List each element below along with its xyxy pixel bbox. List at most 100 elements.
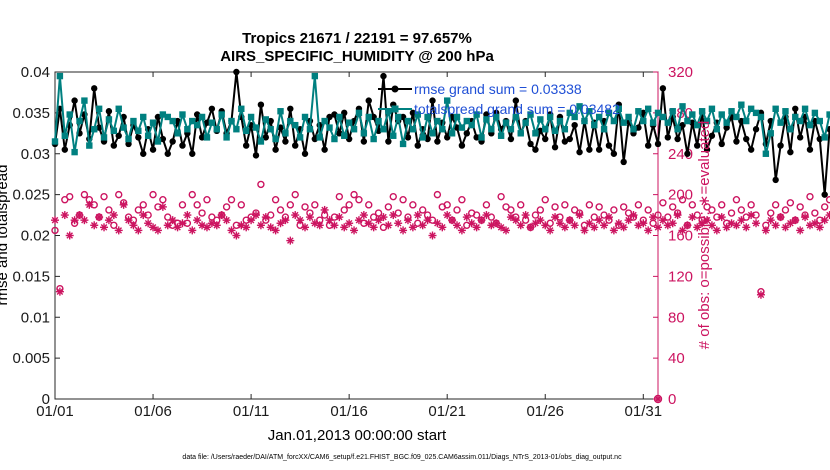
- obs-possible-point: [365, 201, 373, 209]
- asterisk-stroke: [679, 227, 686, 234]
- obs-evaluated-point: [325, 216, 334, 225]
- obs-possible-point: [110, 221, 118, 229]
- totalspread-point: [135, 127, 142, 135]
- obs-possible-point: [482, 201, 491, 209]
- asterisk-stroke: [193, 216, 201, 224]
- rmse-point: [282, 138, 289, 145]
- asterisk-stroke: [546, 227, 554, 234]
- obs-evaluated-point: [516, 221, 525, 230]
- asterisk-stroke: [149, 224, 157, 231]
- x-tick-label: 01/16: [330, 403, 368, 420]
- totalspread-point: [360, 130, 368, 137]
- asterisk-stroke: [321, 206, 328, 214]
- totalspread-point: [502, 119, 510, 126]
- obs-evaluated-point: [546, 226, 555, 235]
- totalspread-point: [257, 138, 265, 145]
- asterisk-stroke: [61, 211, 69, 219]
- rmse-point: [341, 109, 348, 117]
- obs-possible-point: [193, 201, 201, 209]
- asterisk-stroke: [169, 216, 176, 224]
- obs-evaluated-point: [462, 213, 471, 222]
- obs-possible-point: [355, 196, 363, 204]
- totalspread-point: [703, 117, 711, 125]
- asterisk-stroke: [208, 219, 216, 227]
- y-right-tick-label: 120: [668, 268, 693, 285]
- obs-evaluated-point: [281, 216, 290, 225]
- rmse-point: [708, 132, 716, 139]
- obs-evaluated-point: [252, 211, 260, 220]
- rmse-point: [679, 121, 686, 129]
- obs-possible-point: [409, 201, 417, 209]
- asterisk-stroke: [389, 211, 397, 219]
- obs-evaluated-point: [315, 221, 324, 230]
- totalspread-point: [630, 126, 637, 133]
- rmse-point: [821, 191, 828, 198]
- asterisk-stroke: [777, 213, 784, 221]
- obs-evaluated-point: [609, 226, 618, 235]
- rmse-point: [777, 142, 784, 149]
- asterisk-stroke: [345, 219, 353, 227]
- asterisk-stroke: [649, 213, 657, 221]
- obs-evaluated-point: [776, 213, 785, 222]
- asterisk-stroke: [233, 232, 240, 239]
- rmse-point: [169, 138, 176, 145]
- obs-evaluated-point: [619, 223, 628, 232]
- obs-evaluated-point: [178, 219, 187, 228]
- asterisk-stroke: [684, 221, 691, 229]
- totalspread-point: [321, 117, 328, 125]
- obs-evaluated-point: [65, 231, 74, 240]
- totalspread-point: [81, 97, 88, 104]
- obs-evaluated-point: [668, 219, 677, 228]
- obs-evaluated-point: [570, 221, 579, 230]
- obs-evaluated-point: [95, 213, 104, 222]
- obs-possible-point: [585, 201, 594, 209]
- asterisk-stroke: [213, 221, 221, 229]
- rmse-point: [179, 142, 186, 149]
- totalspread-point: [95, 105, 103, 112]
- obs-evaluated-point: [423, 216, 432, 225]
- obs-possible-point: [825, 196, 830, 204]
- asterisk-stroke: [566, 216, 574, 224]
- totalspread-point: [689, 111, 696, 118]
- obs-possible-point: [737, 206, 746, 214]
- obs-possible-point: [311, 201, 319, 209]
- asterisk-stroke: [71, 216, 78, 224]
- rmse-point: [414, 142, 421, 149]
- series-layer: [51, 68, 830, 404]
- totalspread-point: [527, 111, 534, 118]
- obs-evaluated-point: [114, 226, 123, 235]
- obs-possible-point: [433, 190, 442, 199]
- totalspread-point: [556, 117, 564, 125]
- obs-evaluated-point: [536, 216, 545, 225]
- rmse-point: [733, 138, 740, 145]
- obs-possible-point: [781, 206, 790, 214]
- totalspread-point: [743, 117, 750, 125]
- y-right-tick-label: 40: [668, 350, 685, 367]
- totalspread-point: [522, 119, 529, 126]
- totalspread-point: [777, 119, 784, 126]
- obs-evaluated-point: [232, 231, 241, 240]
- asterisk-stroke: [738, 216, 745, 224]
- asterisk-stroke: [718, 213, 726, 221]
- legend-rmse-label: rmse grand sum = 0.03338: [414, 81, 582, 97]
- totalspread-point: [164, 113, 171, 121]
- rmse-point: [71, 97, 78, 104]
- totalspread-point: [184, 126, 191, 133]
- rmse-point: [659, 85, 667, 92]
- obs-evaluated-point: [350, 226, 359, 235]
- rmse-point: [365, 97, 372, 104]
- obs-evaluated-point: [448, 216, 457, 225]
- totalspread-point: [591, 121, 598, 129]
- totalspread-point: [551, 127, 559, 135]
- asterisk-stroke: [625, 216, 632, 224]
- rmse-point: [272, 146, 279, 153]
- obs-evaluated-point: [639, 219, 648, 228]
- asterisk-stroke: [370, 224, 377, 231]
- rmse-point: [164, 150, 171, 157]
- totalspread-point: [581, 117, 588, 125]
- rmse-point: [110, 142, 118, 149]
- rmse-point: [149, 146, 157, 153]
- rmse-point: [512, 97, 520, 104]
- totalspread-point: [443, 97, 451, 104]
